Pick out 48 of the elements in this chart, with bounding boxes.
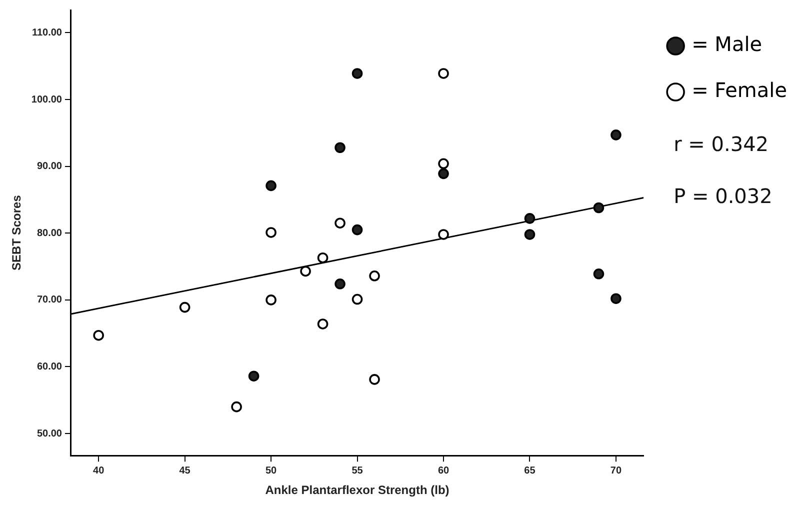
- point: [93, 330, 104, 341]
- point: [438, 68, 449, 79]
- y-tick-label: 80.00: [36, 228, 62, 239]
- point: [248, 370, 260, 382]
- point: [524, 213, 536, 224]
- point: [317, 252, 328, 264]
- y-tick-label: 70.00: [36, 294, 62, 306]
- y-tick-label: 110.00: [32, 27, 62, 38]
- point: [352, 68, 363, 79]
- text: r = 0.342: [674, 132, 769, 156]
- point: [334, 278, 346, 290]
- point: [593, 268, 604, 280]
- point: [266, 227, 276, 238]
- legend-label: = Male: [692, 32, 762, 56]
- x-tick-label: 60: [438, 465, 450, 476]
- point: [352, 224, 363, 236]
- point: [266, 180, 276, 192]
- point: [524, 229, 536, 240]
- point: [266, 294, 276, 306]
- y-axis-title: SEBT Scores: [10, 194, 24, 270]
- x-tick-label: 40: [93, 465, 105, 476]
- point: [334, 142, 346, 154]
- point: [610, 293, 622, 304]
- point: [438, 158, 449, 170]
- point: [179, 302, 190, 313]
- text: P = 0.032: [674, 184, 772, 208]
- y-tick-label: 100.00: [31, 94, 62, 106]
- y-tick-label: 60.00: [36, 361, 62, 372]
- x-tick-label: 50: [265, 465, 278, 476]
- point: [369, 374, 380, 385]
- point: [231, 401, 242, 412]
- y-tick-label: 50.00: [36, 428, 62, 440]
- y-tick-label: 90.00: [36, 161, 62, 172]
- x-tick-label: 65: [524, 465, 536, 476]
- point: [610, 130, 622, 140]
- x-axis-title: Ankle Plantarflexor Strength (lb): [265, 483, 450, 498]
- point: [438, 229, 449, 240]
- point: [300, 266, 311, 277]
- point: [317, 318, 328, 330]
- point: [334, 218, 346, 229]
- point: [438, 168, 449, 180]
- legend-label: = Female: [692, 78, 788, 102]
- x-tick-label: 45: [179, 465, 191, 476]
- point: [352, 294, 363, 305]
- x-tick-label: 55: [352, 465, 364, 476]
- point: [593, 202, 604, 214]
- x-tick-label: 70: [610, 465, 622, 476]
- point: [369, 270, 380, 282]
